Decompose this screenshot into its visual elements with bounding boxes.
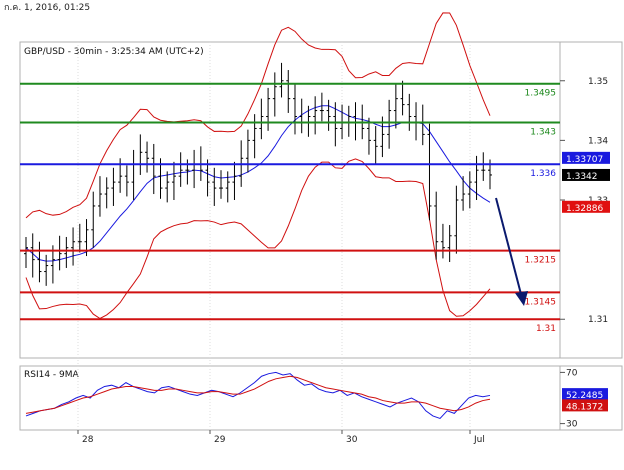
rsi-ma-value-label: 48.1372 (566, 402, 603, 412)
rsi-label: RSI14 - 9MA (24, 370, 80, 380)
level-label: 1.3145 (525, 297, 557, 307)
rsi-ma-value-tag (562, 399, 608, 412)
rsi-panel (19, 365, 561, 431)
x-tick-label: Jul (473, 435, 485, 445)
price-tag (562, 200, 610, 213)
timestamp: ก.ค. 1, 2016, 01:25 (4, 3, 91, 13)
level-label: 1.3215 (525, 256, 557, 266)
bollinger-lower (25, 158, 491, 320)
rsi-ma-line (25, 375, 491, 414)
price-tag-label: 1.32886 (566, 204, 603, 214)
price-tag (562, 151, 610, 164)
y-tick-label: 1.35 (588, 77, 608, 87)
x-tick-label: 28 (82, 435, 94, 445)
price-tag-label: 1.33707 (566, 155, 603, 165)
forecast-arrow (495, 197, 528, 306)
rsi-line (25, 371, 491, 420)
y-tick-label: 1.34 (588, 136, 608, 146)
chart-title: GBP/USD - 30min - 3:25:34 AM (UTC+2) (24, 47, 204, 57)
level-label: 1.336 (530, 169, 556, 179)
level-label: 1.343 (530, 127, 556, 137)
x-tick-label: 30 (346, 435, 358, 445)
x-tick-label: 29 (214, 435, 226, 445)
rsi-tick-label: 30 (566, 420, 578, 430)
level-label: 1.3495 (525, 89, 557, 99)
rsi-value-tag (562, 388, 608, 401)
rsi-tick-label: 70 (566, 368, 578, 378)
rsi-value-label: 52.2485 (566, 391, 603, 401)
price-tag-label: 1.3342 (566, 172, 598, 182)
y-tick-label: 1.31 (588, 315, 608, 325)
price-axis (559, 41, 623, 359)
level-label: 1.31 (536, 324, 556, 334)
bollinger-upper (25, 12, 491, 219)
price-tag (562, 168, 610, 181)
